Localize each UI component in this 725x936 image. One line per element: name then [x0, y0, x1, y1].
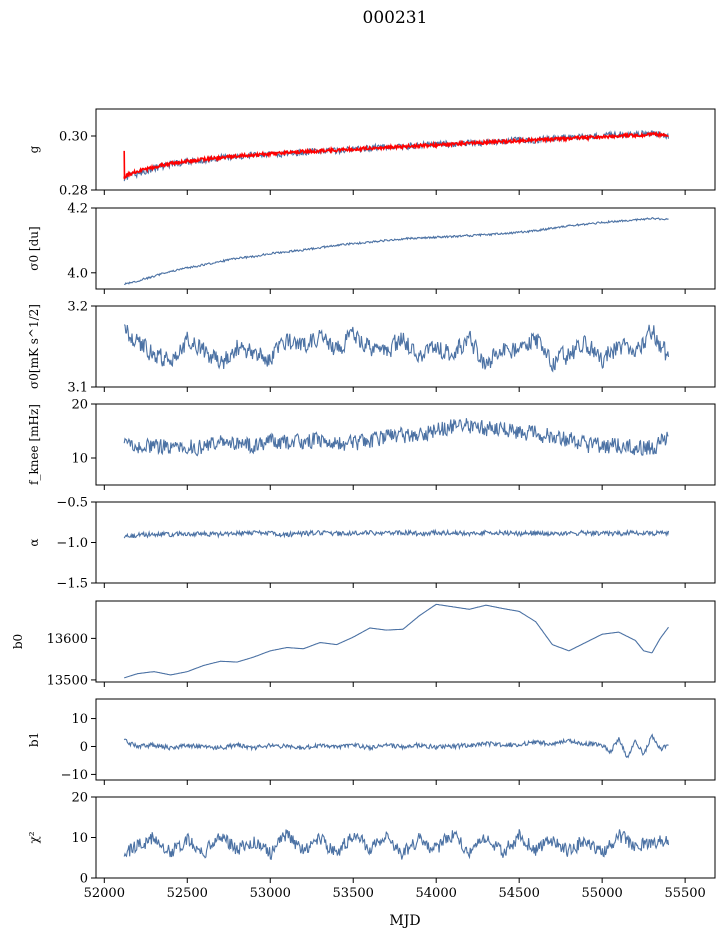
y-axis-label: χ²	[27, 831, 41, 843]
y-axis-label: f_knee [mHz]	[27, 404, 41, 485]
x-tick-label: 54000	[416, 886, 457, 901]
series-line-fknee	[123, 418, 669, 457]
x-tick-label: 53000	[250, 886, 291, 901]
y-tick-label: −1.5	[56, 577, 88, 592]
series-line-alpha	[123, 528, 670, 539]
y-tick-label: −0.5	[56, 496, 88, 511]
y-axis-label: g	[27, 145, 41, 153]
y-tick-label: 4.2	[67, 202, 88, 217]
y-tick-label: 13600	[47, 632, 88, 647]
x-tick-label: 52500	[167, 886, 208, 901]
panel-frame	[95, 600, 716, 683]
y-tick-label: 0	[80, 872, 88, 887]
y-tick-label: 20	[71, 398, 88, 413]
y-axis-label: α	[27, 538, 41, 546]
y-axis-label: σ0[mK s^1/2]	[27, 304, 41, 389]
x-tick-label: 54500	[498, 886, 539, 901]
y-axis-label: b1	[27, 732, 41, 747]
panel-frame	[95, 207, 716, 290]
x-tick-label: 55500	[664, 886, 705, 901]
y-tick-label: 10	[71, 452, 88, 467]
y-tick-label: 4.0	[67, 266, 88, 281]
y-tick-label: 10	[71, 831, 88, 846]
series-line-sigma-du	[124, 216, 669, 286]
x-tick-label: 55000	[581, 886, 622, 901]
y-tick-label: −10	[61, 768, 88, 783]
panel-7: 0 10 20 52000 52500 53000 53500 54000 54500 55000…	[27, 791, 716, 901]
x-tick-label: 52000	[84, 886, 125, 901]
y-tick-label: 0	[80, 740, 88, 755]
y-tick-label: 0.30	[59, 130, 88, 145]
series-line-b0	[124, 603, 669, 679]
y-tick-label: 20	[71, 791, 88, 806]
panel-frame	[95, 698, 716, 781]
series-line-b1	[123, 733, 669, 759]
y-tick-label: −1.0	[56, 536, 88, 551]
panel-2: 3.1 3.2 σ0[mK s^1/2]	[27, 300, 716, 396]
y-tick-label: 3.2	[67, 300, 88, 315]
y-axis-label: b0	[11, 634, 25, 649]
panel-6: −10 0 10 b1	[27, 698, 716, 785]
panel-frame	[95, 501, 716, 584]
y-tick-label: 3.1	[67, 381, 88, 396]
panel-1: 4.0 4.2 σ0 [du]	[27, 202, 716, 294]
series-line-chi2	[123, 829, 670, 861]
panels: 0.28 0.30 g 4.0 4.2 σ0 [du] 3.1 3.2 σ0[mK s^1/2]…	[11, 108, 716, 901]
panel-3: 10 20 f_knee [mHz]	[27, 398, 716, 490]
panel-4: −1.5 −1.0 −0.5 α	[27, 496, 716, 592]
x-tick-label: 53500	[333, 886, 374, 901]
y-tick-label: 0.28	[59, 184, 88, 199]
panel-5: 13500 13600 b0	[11, 600, 716, 688]
panel-frame	[95, 305, 716, 388]
y-axis-label: σ0 [du]	[27, 226, 41, 270]
y-tick-label: 13500	[47, 673, 88, 688]
panel-0: 0.28 0.30 g	[27, 108, 716, 199]
fit-line-gain-fit	[123, 131, 669, 180]
x-axis-label: MJD	[389, 913, 420, 929]
figure-title: 000231	[363, 8, 428, 28]
panel-frame	[95, 403, 716, 486]
panel-frame	[95, 108, 716, 191]
y-tick-label: 10	[71, 712, 88, 727]
series-line-sigma-mk	[123, 324, 670, 373]
